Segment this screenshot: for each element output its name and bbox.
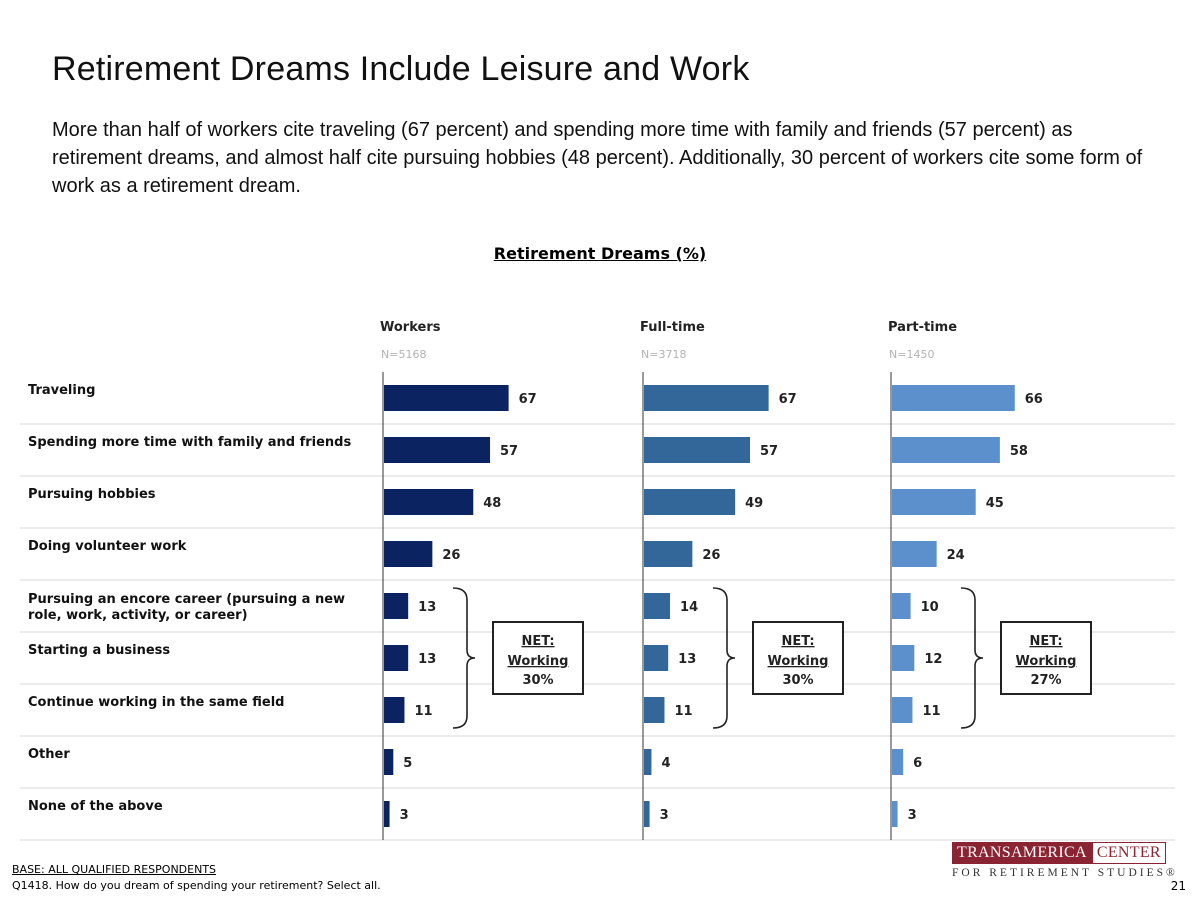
bar-value-label: 14 <box>680 600 698 615</box>
net-bracket <box>960 587 984 729</box>
bar-value-label: 11 <box>922 704 940 719</box>
category-label: Pursuing hobbies <box>28 487 156 502</box>
bar <box>384 385 509 411</box>
category-label: Continue working in the same field <box>28 695 284 710</box>
bar <box>892 437 1000 463</box>
bar-value-label: 57 <box>500 444 518 459</box>
transamerica-logo: TRANSAMERICA CENTER FOR RETIREMENT STUDI… <box>952 842 1178 882</box>
net-working-box <box>752 621 844 695</box>
bar <box>892 697 913 723</box>
bar-value-label: 48 <box>483 496 501 511</box>
bar-value-label: 49 <box>745 496 763 511</box>
bar <box>384 593 409 619</box>
page-number: 21 <box>1170 879 1186 893</box>
series-header: Part-time <box>888 320 957 335</box>
bar-value-label: 24 <box>947 548 965 563</box>
bar <box>384 645 409 671</box>
bar-value-label: 45 <box>986 496 1004 511</box>
category-label: Traveling <box>28 383 95 398</box>
category-label: Spending more time with family and frien… <box>28 435 351 450</box>
bar <box>384 801 390 827</box>
bar-value-label: 4 <box>661 756 670 771</box>
bar-value-label: 10 <box>921 600 939 615</box>
slide-title: Retirement Dreams Include Leisure and Wo… <box>52 50 750 88</box>
net-label: NET: <box>1029 634 1062 649</box>
bar <box>384 749 394 775</box>
net-label-working: Working <box>508 654 569 669</box>
footer-base: BASE: ALL QUALIFIED RESPONDENTS <box>12 863 217 876</box>
logo-subtext: FOR RETIREMENT STUDIES® <box>952 867 1178 879</box>
bar-value-label: 26 <box>702 548 720 563</box>
net-working-box <box>1000 621 1092 695</box>
category-label: None of the above <box>28 799 163 814</box>
net-label: NET: <box>781 634 814 649</box>
net-working-box <box>492 621 584 695</box>
bar <box>892 385 1015 411</box>
chart: Traveling Spending more time with family … <box>20 320 1175 841</box>
bar-value-label: 6 <box>913 756 922 771</box>
bar <box>644 541 693 567</box>
net-bracket <box>712 587 736 729</box>
net-bracket <box>452 587 476 729</box>
series-n-label: N=3718 <box>641 348 686 361</box>
bar-value-label: 3 <box>400 808 409 823</box>
bar <box>892 645 915 671</box>
bar-value-label: 3 <box>908 808 917 823</box>
bar-value-label: 57 <box>760 444 778 459</box>
bar-value-label: 67 <box>519 392 537 407</box>
bar <box>644 749 652 775</box>
bar <box>644 801 650 827</box>
series-header: Workers <box>380 320 441 335</box>
logo-text-transamerica: TRANSAMERICA <box>952 842 1092 864</box>
chart-title: Retirement Dreams (%) <box>493 244 707 263</box>
net-label: NET: <box>521 634 554 649</box>
series-header: Full-time <box>640 320 705 335</box>
bar <box>384 489 474 515</box>
bar-value-label: 12 <box>924 652 942 667</box>
bar <box>892 749 904 775</box>
series-n-label: N=1450 <box>889 348 934 361</box>
logo-text-center: CENTER <box>1091 842 1166 864</box>
footer-question: Q1418. How do you dream of spending your… <box>12 879 381 892</box>
category-label: Doing volunteer work <box>28 539 187 554</box>
bar-value-label: 11 <box>414 704 432 719</box>
bar-value-label: 66 <box>1025 392 1043 407</box>
bar-value-label: 13 <box>678 652 696 667</box>
bar <box>892 593 911 619</box>
series-n-label: N=5168 <box>381 348 426 361</box>
bar-value-label: 5 <box>403 756 412 771</box>
bar <box>644 645 669 671</box>
slide-subtitle: More than half of workers cite traveling… <box>52 119 1143 197</box>
bar <box>384 541 433 567</box>
category-label: Starting a business <box>28 643 170 658</box>
bar <box>892 489 976 515</box>
bar <box>384 437 491 463</box>
bar-value-label: 58 <box>1010 444 1028 459</box>
category-label: Pursuing an encore career (pursuing a ne… <box>28 592 345 623</box>
bar <box>892 541 937 567</box>
net-label-working: Working <box>768 654 829 669</box>
bar <box>384 697 405 723</box>
bar-value-label: 13 <box>418 600 436 615</box>
bar-value-label: 11 <box>674 704 692 719</box>
net-value: 30% <box>522 673 553 688</box>
net-value: 30% <box>782 673 813 688</box>
bar-value-label: 13 <box>418 652 436 667</box>
bar <box>644 437 751 463</box>
bar <box>644 697 665 723</box>
net-label-working: Working <box>1016 654 1077 669</box>
bar <box>644 593 671 619</box>
bar-value-label: 26 <box>442 548 460 563</box>
bar-value-label: 67 <box>779 392 797 407</box>
bar <box>644 385 769 411</box>
bar-value-label: 3 <box>660 808 669 823</box>
net-value: 27% <box>1030 673 1061 688</box>
category-label: Other <box>28 747 70 762</box>
bar <box>892 801 898 827</box>
bar <box>644 489 736 515</box>
